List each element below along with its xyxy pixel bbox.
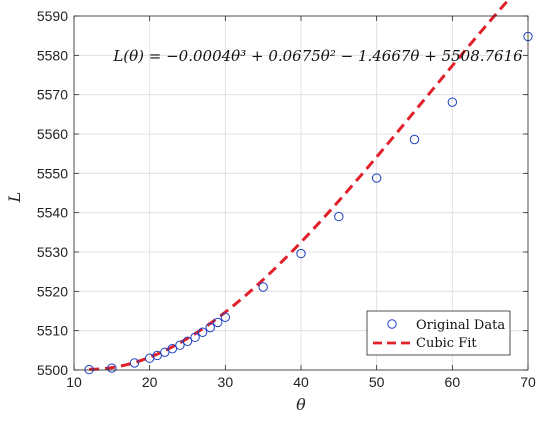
data-point bbox=[129, 358, 140, 368]
data-point bbox=[190, 332, 200, 343]
y-axis-label: L bbox=[5, 192, 24, 204]
cubic-fit-line bbox=[89, 0, 511, 371]
y-tick-label: 5580 bbox=[37, 47, 68, 63]
x-tick-label: 10 bbox=[66, 374, 82, 390]
y-tick-label: 5590 bbox=[37, 8, 68, 24]
data-point bbox=[160, 347, 170, 357]
y-tick-label: 5560 bbox=[37, 126, 68, 142]
data-point bbox=[409, 134, 420, 145]
data-point bbox=[197, 327, 208, 337]
data-point bbox=[296, 248, 306, 259]
x-tick-label: 40 bbox=[293, 374, 309, 390]
data-point bbox=[175, 340, 185, 350]
legend-label-cubic-fit: Cubic Fit bbox=[416, 336, 477, 351]
x-tick-label: 30 bbox=[218, 374, 234, 390]
y-tick-label: 5500 bbox=[37, 362, 68, 378]
data-point bbox=[167, 344, 178, 354]
legend-marker-original-data bbox=[387, 319, 397, 329]
legend-label-original-data: Original Data bbox=[416, 318, 505, 333]
data-point bbox=[371, 173, 382, 183]
data-point bbox=[334, 211, 344, 222]
data-point bbox=[213, 317, 223, 328]
y-tick-label: 5530 bbox=[37, 244, 68, 260]
data-point bbox=[205, 322, 215, 333]
data-point bbox=[447, 97, 458, 107]
y-tick-label: 5550 bbox=[37, 165, 68, 181]
x-tick-label: 60 bbox=[445, 374, 461, 390]
legend-box bbox=[366, 310, 511, 356]
y-tick-label: 5520 bbox=[37, 283, 68, 299]
x-tick-label: 20 bbox=[142, 374, 158, 390]
data-point bbox=[107, 363, 117, 373]
x-axis-label: θ bbox=[296, 395, 306, 414]
y-tick-label: 5570 bbox=[37, 87, 68, 103]
x-tick-label: 50 bbox=[369, 374, 385, 390]
fit-equation: L(θ) = −0.0004θ³ + 0.0675θ² − 1.4667θ + … bbox=[112, 47, 523, 65]
data-point bbox=[258, 282, 268, 292]
data-point bbox=[182, 336, 193, 346]
fit-layer bbox=[89, 0, 511, 371]
y-tick-label: 5540 bbox=[37, 205, 68, 221]
x-tick-label: 70 bbox=[520, 374, 536, 390]
points-layer bbox=[84, 31, 533, 375]
y-tick-label: 5510 bbox=[37, 323, 68, 339]
ticks: 10 20 30 40 50 60 70 5500 5510 5520 5530 5540 5550 55… bbox=[37, 8, 536, 390]
data-point bbox=[220, 312, 231, 322]
legend: Original Data Cubic Fit bbox=[366, 310, 511, 356]
